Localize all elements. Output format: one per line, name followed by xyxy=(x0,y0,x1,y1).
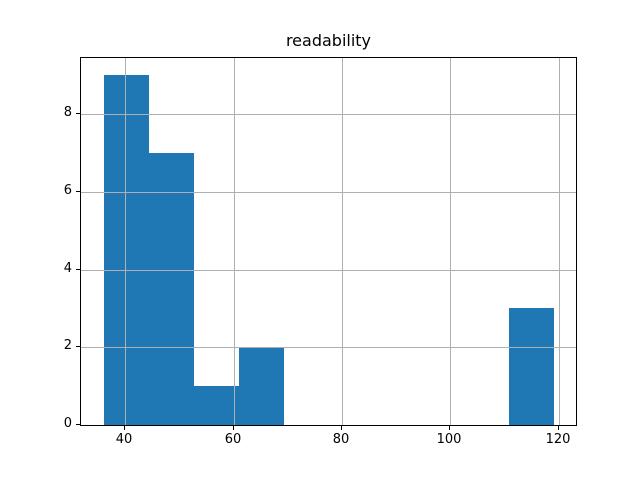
x-tick-label: 80 xyxy=(332,432,350,447)
histogram-bar xyxy=(103,75,149,425)
gridline-vertical xyxy=(450,58,451,425)
x-tick-label: 120 xyxy=(545,432,571,447)
gridline-vertical xyxy=(342,58,343,425)
x-tick-mark xyxy=(558,426,559,430)
x-tick-mark xyxy=(233,426,234,430)
gridline-horizontal xyxy=(81,347,576,348)
x-tick-mark xyxy=(124,426,125,430)
y-tick-mark xyxy=(76,269,80,270)
y-tick-label: 8 xyxy=(63,105,72,120)
gridline-vertical xyxy=(234,58,235,425)
x-tick-label: 40 xyxy=(115,432,133,447)
x-tick-label: 60 xyxy=(224,432,242,447)
gridline-horizontal xyxy=(81,270,576,271)
y-tick-label: 2 xyxy=(63,338,72,353)
y-tick-mark xyxy=(76,346,80,347)
y-tick-mark xyxy=(76,191,80,192)
y-tick-label: 6 xyxy=(63,183,72,198)
x-tick-label: 100 xyxy=(436,432,462,447)
gridline-horizontal xyxy=(81,114,576,115)
gridline-vertical xyxy=(559,58,560,425)
gridline-vertical xyxy=(125,58,126,425)
histogram-bar xyxy=(238,347,284,425)
x-tick-mark xyxy=(341,426,342,430)
histogram-bar xyxy=(508,308,554,425)
y-tick-mark xyxy=(76,113,80,114)
x-tick-mark xyxy=(449,426,450,430)
histogram-bar xyxy=(148,153,194,425)
histogram-bar xyxy=(193,386,239,425)
y-tick-label: 4 xyxy=(63,261,72,276)
y-tick-mark xyxy=(76,424,80,425)
chart-title: readability xyxy=(285,31,372,50)
gridline-horizontal xyxy=(81,192,576,193)
plot-area xyxy=(80,57,577,426)
y-tick-label: 0 xyxy=(63,416,72,431)
